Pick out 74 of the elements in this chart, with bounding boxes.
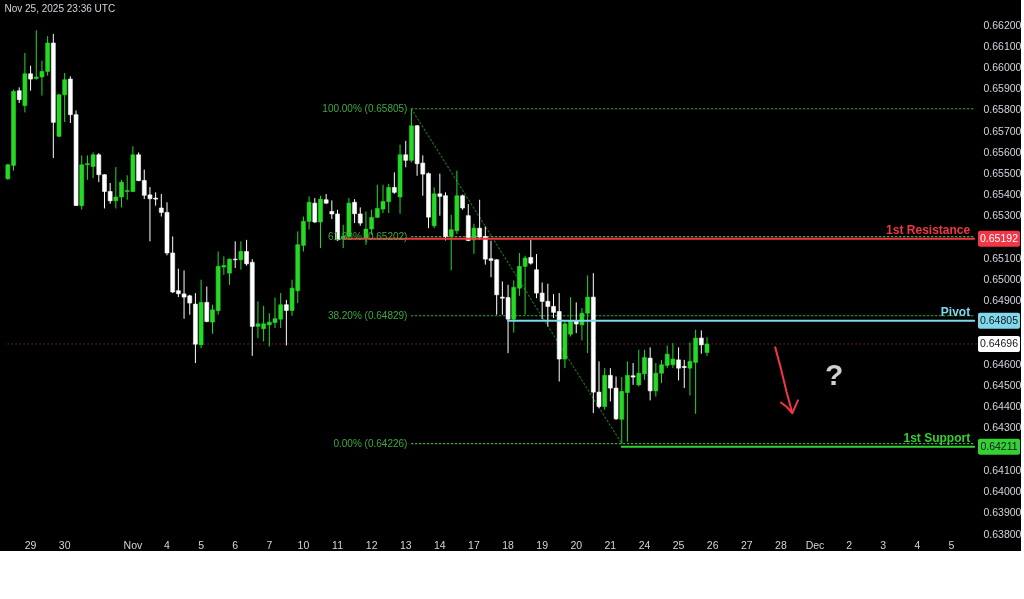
y-tick-label: 0.65900 bbox=[983, 82, 1022, 95]
y-tick-label: 0.65800 bbox=[983, 103, 1022, 116]
y-tick-label: 0.64400 bbox=[983, 400, 1022, 413]
series-label: 1st Resistance bbox=[886, 222, 971, 237]
x-tick-label: 18 bbox=[502, 538, 515, 551]
x-tick-label: 21 bbox=[604, 538, 617, 551]
x-tick-label: 20 bbox=[570, 538, 583, 551]
candlestick bbox=[312, 197, 318, 224]
x-tick-label: 2 bbox=[846, 538, 853, 551]
x-tick-label: 10 bbox=[297, 538, 310, 551]
x-tick-label: 6 bbox=[232, 538, 239, 551]
y-tick-label: 0.64900 bbox=[983, 294, 1022, 307]
x-tick-label: 4 bbox=[914, 538, 921, 551]
x-tick-label: Dec bbox=[805, 538, 825, 551]
candlestick bbox=[284, 299, 289, 346]
x-tick-label: 27 bbox=[740, 538, 753, 551]
y-tick-label: 0.65600 bbox=[983, 145, 1022, 158]
y-tick-label: 0.64100 bbox=[983, 463, 1022, 476]
y-tick-label: 0.65300 bbox=[983, 209, 1022, 222]
x-tick-label: 30 bbox=[58, 538, 71, 551]
x-tick-label: 5 bbox=[198, 538, 205, 551]
x-tick-label: 4 bbox=[164, 538, 171, 551]
candlestick bbox=[318, 195, 323, 249]
x-tick-label: 14 bbox=[434, 538, 446, 551]
y-tick-label: 0.65700 bbox=[983, 124, 1022, 137]
x-tick-label: 28 bbox=[775, 538, 787, 551]
y-tick-label: 0.63900 bbox=[983, 506, 1022, 519]
y-tick-label: 0.65000 bbox=[983, 273, 1022, 285]
candlestick bbox=[28, 65, 33, 92]
x-tick-label: Nov bbox=[123, 538, 143, 551]
x-tick-label: 11 bbox=[332, 538, 344, 551]
series-label: 38.20% (0.64829) bbox=[327, 309, 408, 321]
data-label: 0.64805 bbox=[980, 313, 1019, 326]
y-tick-label: 0.66200 bbox=[983, 18, 1022, 31]
series-label: Pivot bbox=[940, 304, 971, 319]
data-label: 0.64211 bbox=[980, 439, 1018, 452]
annotation: ? bbox=[824, 358, 844, 392]
x-tick-label: 25 bbox=[672, 538, 685, 551]
ref-line-label: 0.64696 bbox=[980, 336, 1019, 349]
x-tick-label: 12 bbox=[365, 538, 378, 551]
candlestick bbox=[403, 140, 409, 168]
chart-title: Nov 25, 2025 23:36 UTC bbox=[4, 3, 116, 14]
y-tick-label: 0.64000 bbox=[983, 485, 1022, 498]
y-tick-label: 0.65100 bbox=[983, 251, 1022, 264]
x-tick-label: 17 bbox=[468, 538, 480, 551]
series-label: 0.00% (0.64226) bbox=[333, 437, 408, 449]
x-tick-label: 13 bbox=[399, 538, 412, 551]
x-tick-label: 3 bbox=[880, 538, 887, 551]
candlestick bbox=[392, 171, 397, 195]
x-tick-label: 29 bbox=[24, 538, 37, 551]
candlestick bbox=[630, 362, 636, 386]
y-tick-label: 0.64300 bbox=[983, 421, 1022, 434]
candlestick bbox=[232, 240, 238, 269]
y-tick-label: 0.64500 bbox=[983, 379, 1022, 392]
x-tick-label: 19 bbox=[536, 538, 549, 551]
x-tick-label: 5 bbox=[948, 538, 955, 551]
candlestick bbox=[699, 329, 704, 355]
x-tick-label: 24 bbox=[638, 538, 651, 551]
data-label: 0.65192 bbox=[980, 231, 1019, 244]
candlestick bbox=[528, 239, 534, 266]
y-tick-label: 0.66100 bbox=[983, 39, 1022, 52]
y-tick-label: 0.65400 bbox=[983, 188, 1022, 201]
candlestick bbox=[238, 240, 244, 271]
x-tick-label: 26 bbox=[706, 538, 719, 551]
candlestick bbox=[204, 286, 210, 323]
line-series bbox=[410, 108, 623, 445]
y-tick-label: 0.66000 bbox=[983, 60, 1022, 73]
y-tick-label: 0.63800 bbox=[983, 527, 1022, 540]
series-label: 100.00% (0.65805) bbox=[322, 102, 408, 114]
y-tick-label: 0.65500 bbox=[983, 166, 1022, 179]
series-label: 1st Support bbox=[903, 430, 971, 445]
y-tick-label: 0.64600 bbox=[983, 357, 1022, 370]
x-tick-label: 7 bbox=[266, 538, 273, 551]
candlestick bbox=[704, 336, 710, 357]
